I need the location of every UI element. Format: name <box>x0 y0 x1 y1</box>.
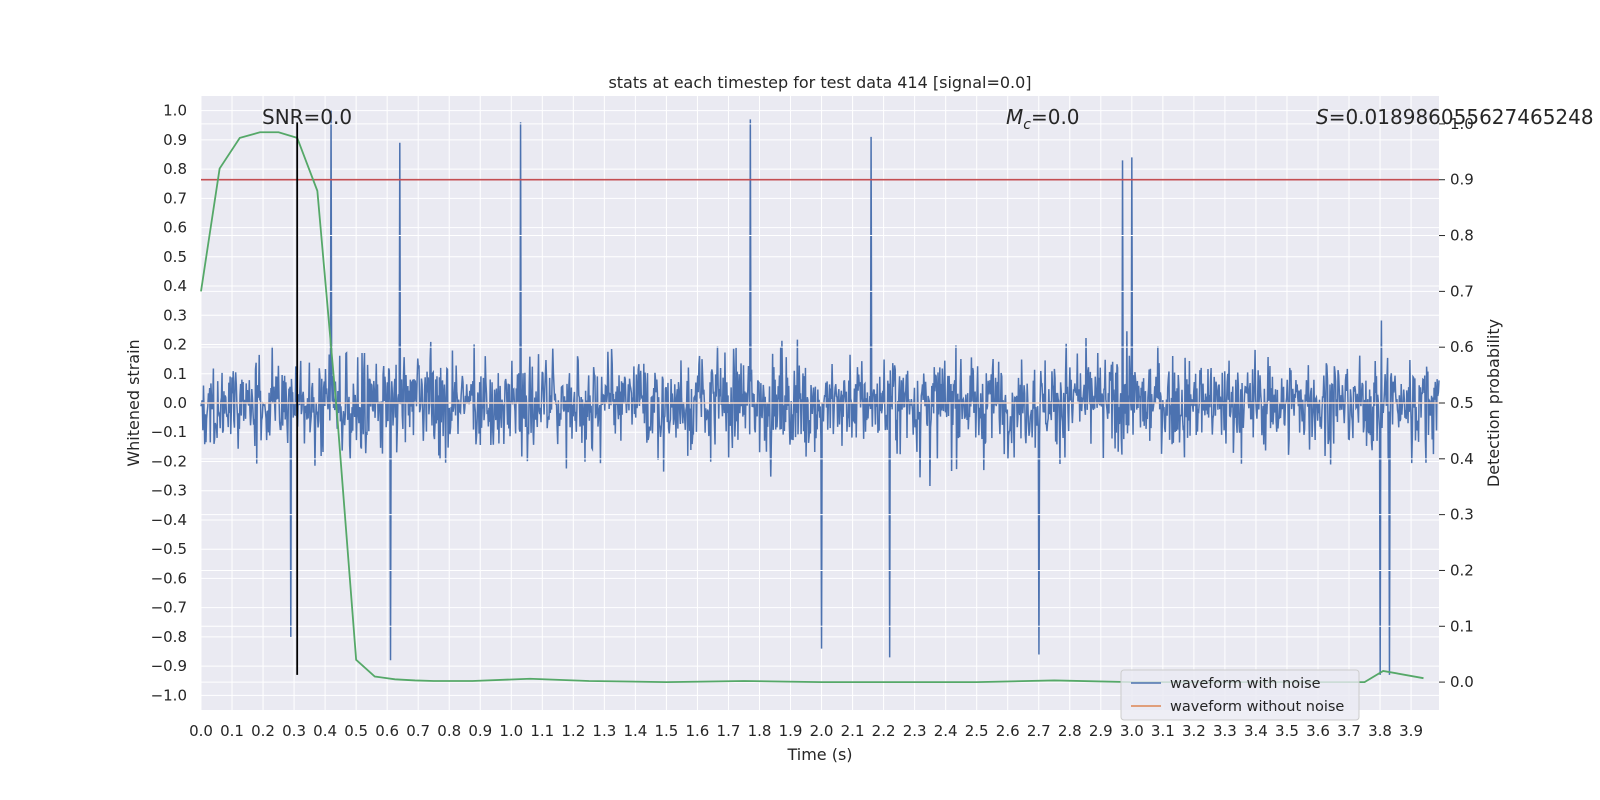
snr-annotation: SNR=0.0 <box>262 105 352 129</box>
y2-tick-label: 0.5 <box>1450 394 1474 412</box>
x-tick-label: 3.3 <box>1213 722 1237 740</box>
mc-value: =0.0 <box>1031 105 1080 129</box>
y2-tick-label: 0.9 <box>1450 171 1474 189</box>
x-tick-label: 2.5 <box>965 722 989 740</box>
y-tick-label: 0.6 <box>163 219 187 237</box>
y-tick-label: −0.1 <box>151 423 187 441</box>
y2-tick-label: 0.2 <box>1450 561 1474 579</box>
y-axis-label: Whitened strain <box>124 339 143 466</box>
x-tick-label: 0.2 <box>251 722 275 740</box>
y-tick-label: −0.3 <box>151 482 187 500</box>
x-tick-label: 1.6 <box>686 722 710 740</box>
y2-tick-label: 0.4 <box>1450 450 1474 468</box>
x-tick-label: 0.1 <box>220 722 244 740</box>
x-tick-label: 1.7 <box>717 722 741 740</box>
s-annotation: S=0.018986055627465248 <box>1316 105 1594 129</box>
x-tick-label: 1.0 <box>499 722 523 740</box>
y-tick-labels: 1.0 0.9 0.8 0.7 0.6 0.5 0.4 0.3 0.2 0.1 0.0 −0.1 −0.… <box>151 102 187 705</box>
x-tick-label: 2.7 <box>1027 722 1051 740</box>
y-tick-label: 0.8 <box>163 160 187 178</box>
legend-box <box>1120 669 1360 721</box>
x-tick-label: 1.4 <box>623 722 647 740</box>
s-value: =0.018986055627465248 <box>1329 105 1594 129</box>
y-tick-label: 0.0 <box>163 394 187 412</box>
x-tick-label: 3.1 <box>1151 722 1175 740</box>
x-tick-label: 2.9 <box>1089 722 1113 740</box>
x-tick-label: 1.1 <box>530 722 554 740</box>
x-tick-labels: 0.0 0.1 0.2 0.3 0.4 0.5 0.6 0.7 0.8 0.9 1.0 1.1 1.2 1… <box>189 722 1423 740</box>
mc-subscript: c <box>1023 117 1031 133</box>
y-tick-label: 1.0 <box>163 102 187 120</box>
y-tick-label: −0.9 <box>151 657 187 675</box>
x-tick-label: 0.6 <box>375 722 399 740</box>
y2-tick-label: 0.6 <box>1450 338 1474 356</box>
x-tick-label: 3.8 <box>1368 722 1392 740</box>
x-tick-label: 3.7 <box>1337 722 1361 740</box>
x-tick-label: 3.5 <box>1275 722 1299 740</box>
x-tick-label: 2.8 <box>1058 722 1082 740</box>
y2-tick-label: 0.8 <box>1450 227 1474 245</box>
legend: waveform with noise waveform without noi… <box>1120 669 1360 721</box>
x-tick-label: 0.7 <box>406 722 430 740</box>
chart-title: stats at each timestep for test data 414… <box>608 73 1031 92</box>
legend-label-noise: waveform with noise <box>1170 676 1321 692</box>
x-tick-label: 0.9 <box>468 722 492 740</box>
y-tick-label: −0.6 <box>151 569 187 587</box>
y-tick-label: −0.4 <box>151 511 187 529</box>
x-tick-label: 2.1 <box>841 722 865 740</box>
mc-annotation: Mc=0.0 <box>1006 105 1080 133</box>
y-tick-label: 0.3 <box>163 306 187 324</box>
x-tick-label: 2.6 <box>996 722 1020 740</box>
y-tick-label: −0.7 <box>151 599 187 617</box>
y2-tick-label: 1.0 <box>1450 115 1474 133</box>
x-tick-label: 1.9 <box>779 722 803 740</box>
y-tick-label: 0.9 <box>163 131 187 149</box>
x-axis-label: Time (s) <box>786 745 852 764</box>
y-gridlines <box>201 110 1439 696</box>
x-tick-label: 1.5 <box>654 722 678 740</box>
x-tick-label: 2.2 <box>872 722 896 740</box>
x-tick-label: 0.4 <box>313 722 337 740</box>
x-tick-label: 2.0 <box>810 722 834 740</box>
y-tick-label: −0.5 <box>151 540 187 558</box>
x-tick-label: 3.9 <box>1399 722 1423 740</box>
x-tick-label: 1.3 <box>592 722 616 740</box>
x-tick-label: 0.3 <box>282 722 306 740</box>
x-tick-label: 3.0 <box>1120 722 1144 740</box>
y-tick-label: 0.4 <box>163 277 187 295</box>
x-tick-label: 1.8 <box>748 722 772 740</box>
x-tick-label: 2.3 <box>903 722 927 740</box>
x-tick-label: 3.2 <box>1182 722 1206 740</box>
y2-tick-labels: 1.0 0.9 0.8 0.7 0.6 0.5 0.4 0.3 0.2 0.1 0.0 <box>1450 115 1474 691</box>
y2-tick-label: 0.0 <box>1450 673 1474 691</box>
x-tick-label: 1.2 <box>561 722 585 740</box>
y2-tick-label: 0.3 <box>1450 506 1474 524</box>
y-tick-label: −1.0 <box>151 686 187 704</box>
x-tick-label: 2.4 <box>934 722 958 740</box>
series-waveform-with-noise <box>200 110 1440 675</box>
s-symbol: S <box>1316 105 1329 129</box>
y2-tick-label: 0.7 <box>1450 282 1474 300</box>
x-tick-label: 0.0 <box>189 722 213 740</box>
x-tick-label: 0.8 <box>437 722 461 740</box>
y-tick-label: 0.5 <box>163 248 187 266</box>
x-tick-label: 3.4 <box>1244 722 1268 740</box>
x-tick-label: 0.5 <box>344 722 368 740</box>
y2-axis-label: Detection probability <box>1484 319 1503 487</box>
y-tick-label: −0.2 <box>151 452 187 470</box>
legend-label-clean: waveform without noise <box>1170 699 1344 715</box>
y-tick-label: 0.1 <box>163 365 187 383</box>
x-tick-label: 3.6 <box>1306 722 1330 740</box>
noise-path <box>200 110 1440 675</box>
y2-tick-label: 0.1 <box>1450 617 1474 635</box>
y-tick-label: −0.8 <box>151 628 187 646</box>
y-tick-label: 0.7 <box>163 189 187 207</box>
mc-symbol: M <box>1006 105 1023 129</box>
y-tick-label: 0.2 <box>163 336 187 354</box>
